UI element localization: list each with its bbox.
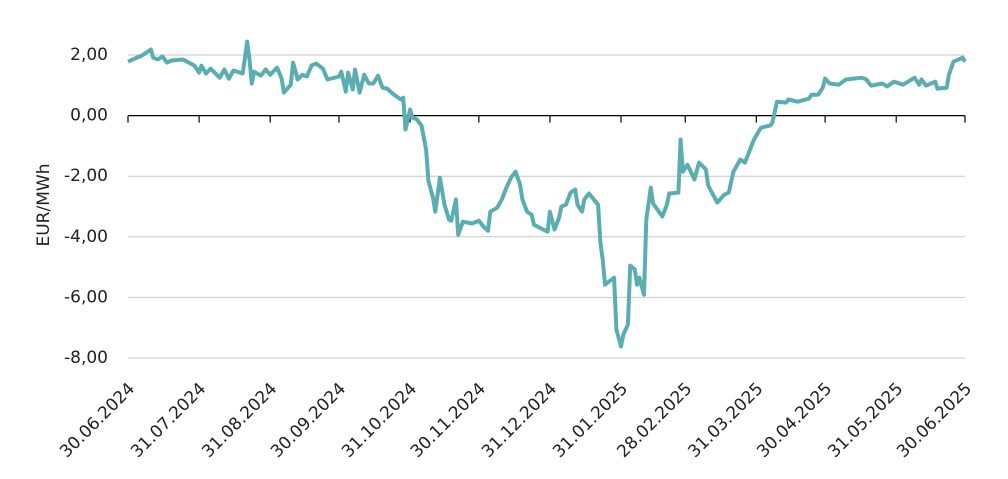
y-tick-label: 0,00 [70, 106, 108, 126]
y-axis-label: EUR/MWh [34, 164, 54, 247]
y-tick-label: 2,00 [70, 45, 108, 65]
x-tick-label: 31.12.2024 [478, 379, 561, 462]
x-tick-label: 30.06.2024 [56, 379, 139, 462]
y-tick-label: -2,00 [64, 166, 108, 186]
y-tick-label: -4,00 [64, 227, 108, 247]
y-tick-label: -6,00 [64, 287, 108, 307]
y-tick-label: -8,00 [64, 348, 108, 368]
x-tick-label: 31.07.2024 [127, 379, 210, 462]
line [127, 39, 967, 349]
